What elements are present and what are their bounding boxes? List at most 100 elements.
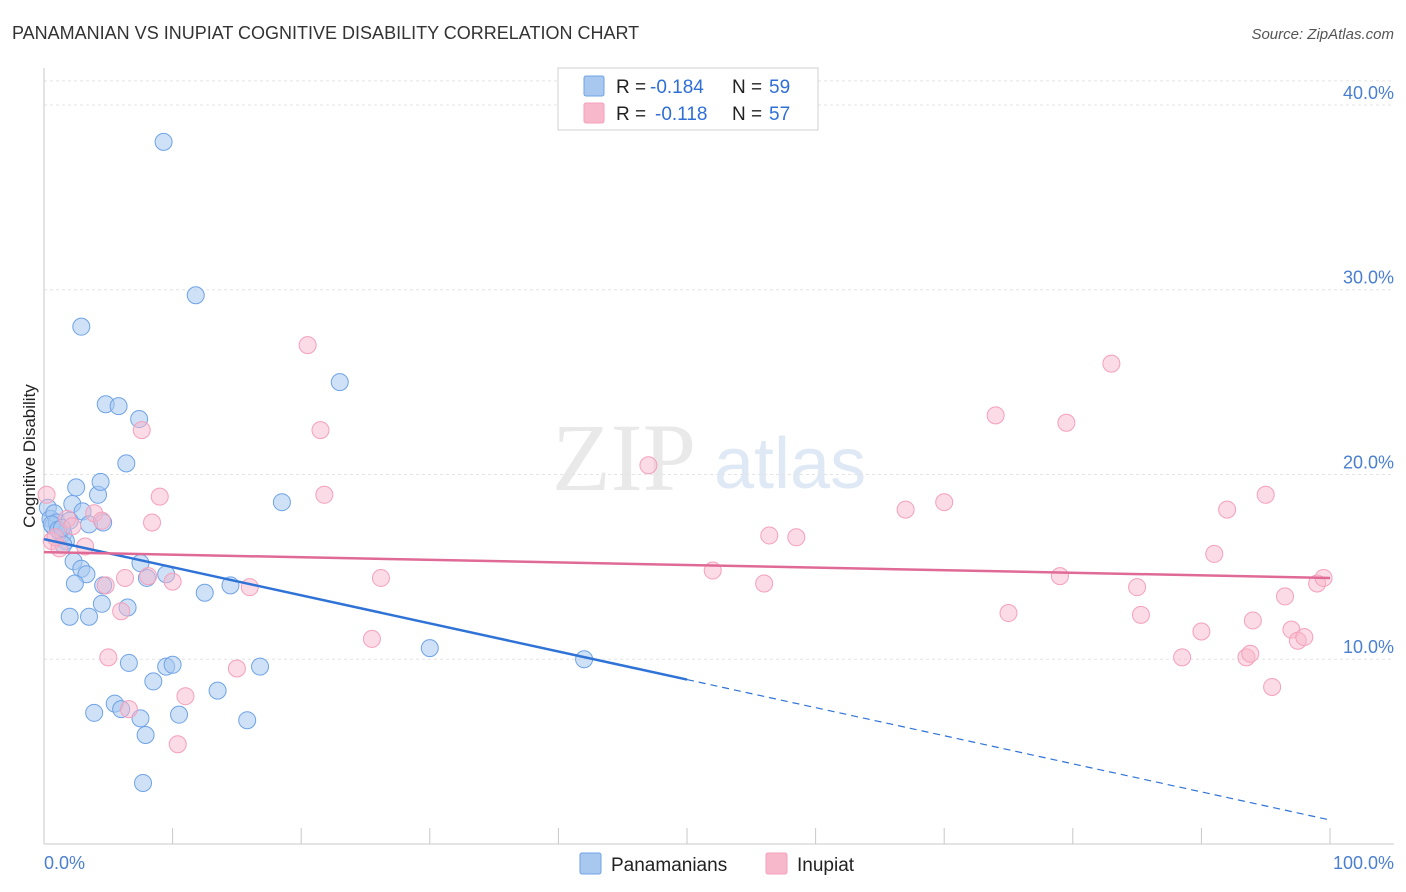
x-tick-label-max: 100.0% xyxy=(1333,853,1394,873)
legend-swatch-inupiat xyxy=(583,102,605,124)
panamanian-point xyxy=(60,607,79,626)
inupiat-point xyxy=(1218,500,1237,519)
legend-r-value-2: -0.118 xyxy=(655,104,707,125)
panamanian-point xyxy=(163,655,182,674)
inupiat-point xyxy=(315,485,334,504)
inupiat-point xyxy=(132,421,151,440)
legend-n-value-2: 57 xyxy=(769,104,790,125)
x-tick-label-min: 0.0% xyxy=(44,853,85,873)
panamanian-point xyxy=(80,607,99,626)
watermark-zip: ZIP xyxy=(552,404,696,511)
inupiat-point xyxy=(1205,544,1224,563)
inupiat-point xyxy=(227,659,246,678)
inupiat-point xyxy=(1192,622,1211,641)
inupiat-point xyxy=(298,336,317,355)
inupiat-point xyxy=(63,517,82,536)
inupiat-point xyxy=(1256,485,1275,504)
inupiat-point xyxy=(371,568,390,587)
inupiat-point xyxy=(99,648,118,667)
inupiat-point xyxy=(896,500,915,519)
panamanian-point xyxy=(65,574,84,593)
chart-title: PANAMANIAN VS INUPIAT COGNITIVE DISABILI… xyxy=(12,23,639,43)
bottom-legend-label-panamanians: Panamanians xyxy=(611,855,727,876)
bottom-legend-swatch-panamanians xyxy=(579,852,602,875)
inupiat-point xyxy=(116,568,135,587)
panamanian-point xyxy=(330,373,349,392)
inupiat-point xyxy=(176,687,195,706)
inupiat-point xyxy=(139,567,158,586)
inupiat-point xyxy=(119,700,138,719)
bottom-legend-swatch-inupiat xyxy=(765,852,788,875)
inupiat-trend-line xyxy=(43,550,1331,580)
inupiat-point xyxy=(150,487,169,506)
inupiat-point xyxy=(96,576,115,595)
inupiat-point xyxy=(143,513,162,532)
inupiat-point xyxy=(362,629,381,648)
inupiat-point xyxy=(1263,677,1282,696)
panamanian-point xyxy=(144,672,163,691)
panamanian-point xyxy=(272,493,291,512)
inupiat-point xyxy=(163,572,182,591)
legend-n-label-2: N = xyxy=(732,104,762,125)
panamanian-point xyxy=(117,454,136,473)
legend-n-value-1: 59 xyxy=(769,77,790,98)
inupiat-point xyxy=(935,493,954,512)
inupiat-point xyxy=(787,528,806,547)
inupiat-point xyxy=(1057,413,1076,432)
inupiat-point xyxy=(1241,644,1260,663)
y-tick-labels: 10.0% 20.0% 30.0% 40.0% xyxy=(1343,83,1394,657)
legend-r-label-2: R = xyxy=(616,104,646,125)
inupiat-point xyxy=(1295,628,1314,647)
inupiat-point xyxy=(1173,648,1192,667)
inupiat-point xyxy=(755,574,774,593)
inupiat-point xyxy=(168,735,187,754)
panamanian-point xyxy=(72,317,91,336)
y-tick-label: 40.0% xyxy=(1343,83,1394,103)
inupiat-point xyxy=(240,578,259,597)
panamanian-trend-line xyxy=(43,537,688,681)
inupiat-point xyxy=(112,602,131,621)
panamanian-point xyxy=(251,657,270,676)
legend-n-label-1: N = xyxy=(732,77,762,98)
panamanian-point xyxy=(85,703,104,722)
legend-r-label-1: R = xyxy=(616,77,646,98)
inupiat-point xyxy=(1050,567,1069,586)
legend-swatch-panamanians xyxy=(583,75,605,97)
panamanian-point xyxy=(91,472,110,491)
inupiat-point xyxy=(1102,354,1121,373)
panamanian-point xyxy=(92,594,111,613)
y-tick-label: 30.0% xyxy=(1343,268,1394,288)
panamanian-point xyxy=(136,725,155,744)
inupiat-point xyxy=(311,421,330,440)
chart-source: Source: ZipAtlas.com xyxy=(1251,26,1394,43)
inupiat-point xyxy=(1128,578,1147,597)
panamanian-point xyxy=(154,132,173,151)
y-tick-label: 10.0% xyxy=(1343,637,1394,657)
panamanian-point xyxy=(109,397,128,416)
watermark: ZIP atlas xyxy=(552,404,866,511)
inupiat-point xyxy=(986,406,1005,425)
trend-lines xyxy=(43,537,1331,821)
inupiat-point xyxy=(37,485,56,504)
inupiat-point xyxy=(999,604,1018,623)
panamanian-point xyxy=(238,711,257,730)
legend-box: R = -0.184 N = 59 R = -0.118 N = 57 xyxy=(557,67,819,131)
panamanian-point xyxy=(119,653,138,672)
panamanian-point xyxy=(170,705,189,724)
panamanian-point xyxy=(195,583,214,602)
inupiat-point xyxy=(1275,587,1294,606)
y-axis-title: Cognitive Disability xyxy=(20,384,39,528)
x-axis-ticks xyxy=(43,828,1331,844)
legend-r-value-1: -0.184 xyxy=(650,77,704,98)
panamanian-trend-extension xyxy=(686,678,1331,821)
inupiat-point xyxy=(92,511,111,530)
panamanian-point xyxy=(134,774,153,793)
bottom-legend-label-inupiat: Inupiat xyxy=(797,855,855,876)
watermark-atlas: atlas xyxy=(714,424,866,504)
inupiat-point xyxy=(1131,605,1150,624)
inupiat-point xyxy=(639,456,658,475)
y-tick-label: 20.0% xyxy=(1343,452,1394,472)
panamanian-point xyxy=(208,681,227,700)
panamanian-point xyxy=(186,286,205,305)
